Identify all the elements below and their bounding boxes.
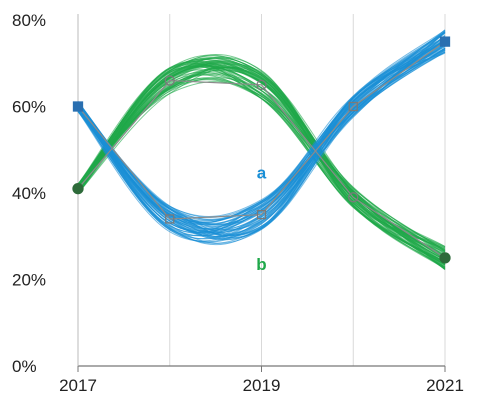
x-tick-label: 2019 (243, 376, 281, 395)
ensemble-line-a (77, 45, 446, 236)
ensemble-line-b (77, 65, 446, 254)
ensemble-line-a (77, 39, 446, 234)
x-tick-label: 2021 (426, 376, 464, 395)
data-point-a (256, 209, 267, 220)
series-label-a: a (257, 164, 267, 183)
ensemble-line-b (77, 57, 446, 265)
y-axis-ticks: 0% 20% 40% 60% 80% (12, 11, 46, 376)
data-point-a (72, 101, 84, 112)
y-tick-label: 40% (12, 184, 46, 203)
ensemble-line-b (77, 64, 446, 265)
ensemble-line-a (77, 37, 446, 237)
data-point-b (348, 192, 359, 203)
y-tick-label: 60% (12, 98, 46, 117)
data-point-b (439, 252, 451, 264)
mean-line-b (77, 79, 446, 259)
y-tick-label: 20% (12, 271, 46, 290)
series-b-ensemble (77, 54, 446, 270)
series-labels: ab (256, 164, 266, 274)
ensemble-line-a (77, 47, 446, 242)
y-tick-label: 80% (12, 11, 46, 30)
data-point-b (256, 79, 267, 91)
data-point-a (165, 214, 175, 224)
mean-line-a (77, 41, 446, 220)
x-axis-ticks: 2017 2019 2021 (59, 366, 464, 395)
ensemble-line-a (77, 44, 446, 226)
data-point-a (439, 36, 451, 47)
central-lines (77, 41, 446, 259)
data-point-b (72, 183, 84, 195)
y-tick-label: 0% (12, 357, 37, 376)
series-a-ensemble (77, 29, 446, 246)
data-point-b (164, 75, 175, 86)
x-tick-label: 2017 (59, 376, 97, 395)
series-label-b: b (256, 255, 266, 274)
data-point-a (348, 101, 358, 112)
series-markers (72, 36, 451, 264)
ensemble-line-b (77, 77, 446, 261)
